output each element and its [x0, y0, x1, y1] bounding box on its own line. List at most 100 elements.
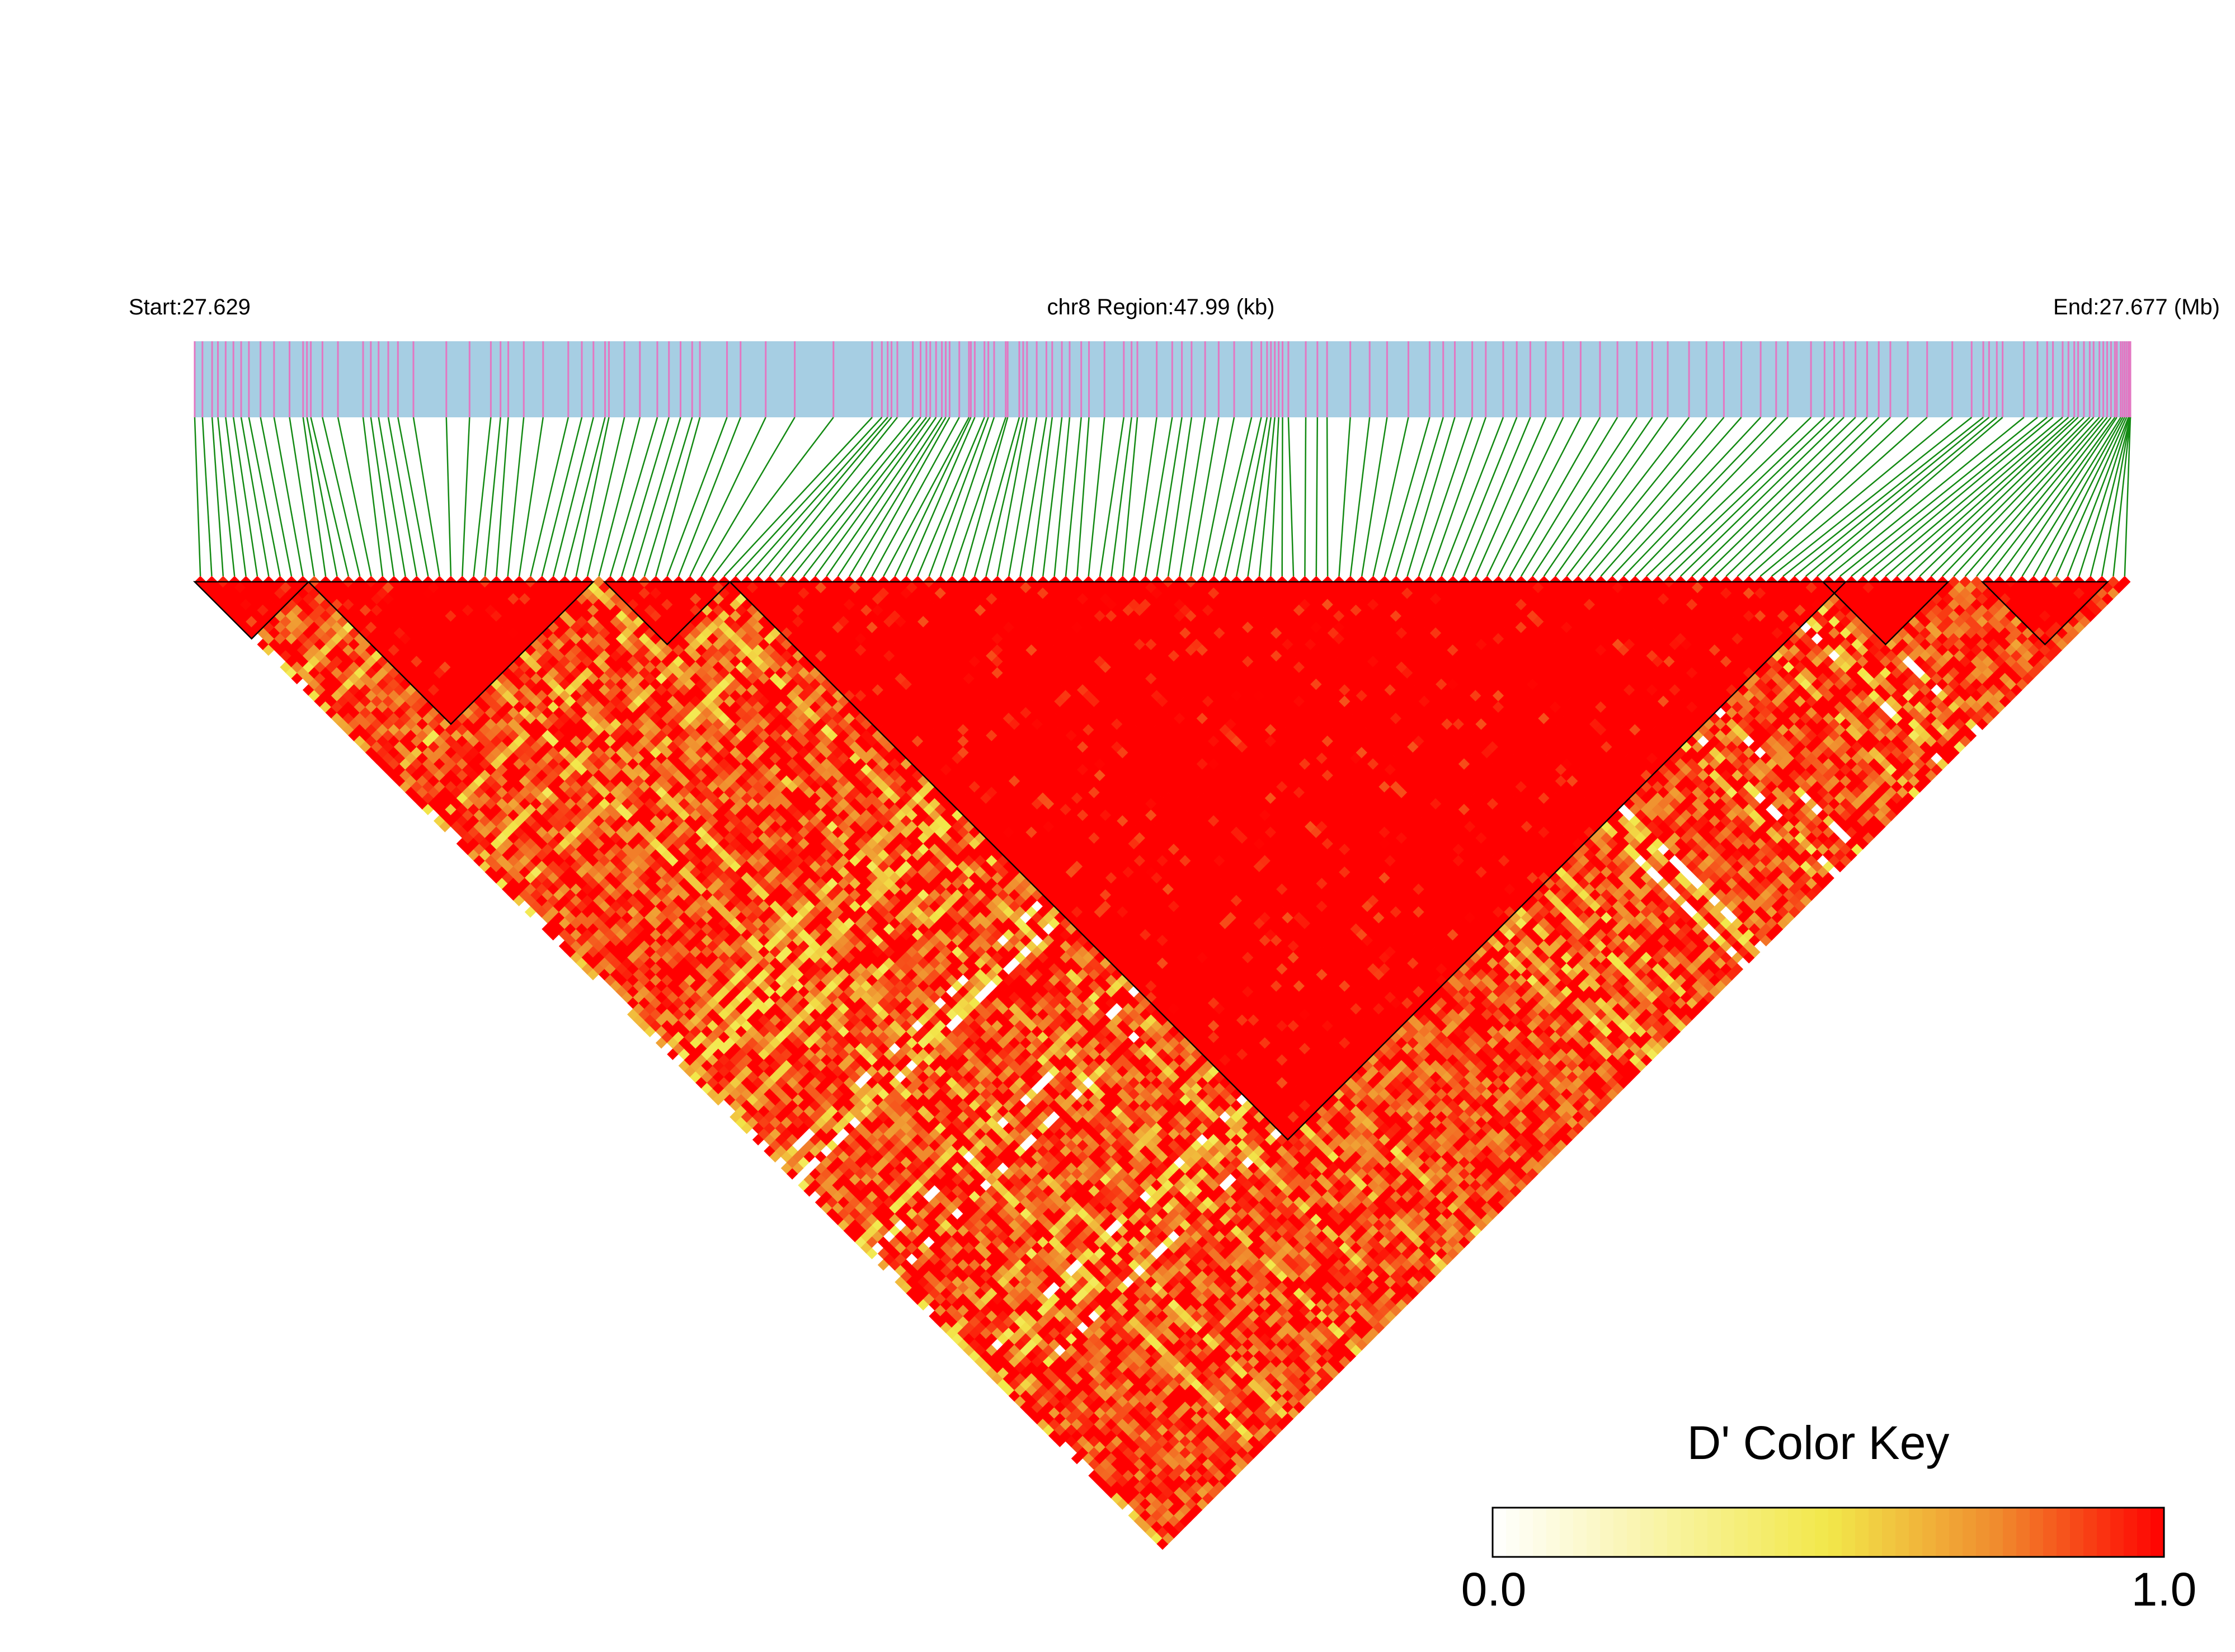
snp-connector	[1521, 417, 1618, 577]
snp-connector	[370, 417, 395, 577]
snp-connector	[518, 417, 544, 577]
snp-connector	[1839, 417, 2038, 577]
region-label: chr8 Region:47.99 (kb)	[1047, 295, 1275, 319]
snp-connector	[1384, 417, 1431, 577]
snp-connector	[1953, 417, 2100, 577]
snp-connector	[1145, 417, 1173, 577]
snp-connector	[2124, 417, 2132, 577]
snp-connector	[541, 417, 583, 577]
snp-connector	[2078, 417, 2130, 577]
snp-connector	[1885, 417, 2069, 577]
snp-connector	[837, 417, 943, 577]
snp-connector	[655, 417, 701, 577]
snp-connector	[1349, 417, 1371, 577]
snp-connector	[1555, 417, 1669, 577]
snp-connector	[1042, 417, 1063, 577]
snp-connector	[586, 417, 625, 577]
snp-connector	[962, 417, 1009, 577]
snp-connector	[1908, 417, 2079, 577]
snp-connector	[1851, 417, 2048, 577]
snp-connector	[1964, 417, 2104, 577]
snp-connector	[1623, 417, 1777, 577]
snp-connector	[507, 417, 525, 577]
snp-connector	[1418, 417, 1473, 577]
snp-ticks	[194, 341, 2132, 417]
snp-connector	[1794, 417, 1990, 577]
snp-connector	[1464, 417, 1531, 577]
snp-connector	[1668, 417, 1835, 577]
snp-connector	[609, 417, 658, 577]
snp-connector	[552, 417, 594, 577]
snp-connector	[2112, 417, 2132, 577]
snp-connector	[1088, 417, 1105, 577]
snp-connector	[1532, 417, 1638, 577]
snp-connector	[225, 417, 247, 577]
snp-connector	[1919, 417, 2085, 577]
snp-connector	[1874, 417, 2063, 577]
snp-connector	[1759, 417, 1953, 577]
snp-connector	[397, 417, 429, 577]
ld-cells	[194, 576, 2131, 1550]
gene-track	[194, 341, 2132, 417]
snp-connector	[1930, 417, 2091, 577]
snp-connector	[1315, 417, 1319, 577]
snp-connector	[905, 417, 976, 577]
snp-connector	[1600, 417, 1742, 577]
snp-connector	[723, 417, 873, 577]
snp-connector	[712, 417, 834, 577]
snp-connector	[194, 417, 201, 577]
start-label: Start:27.629	[129, 295, 251, 319]
snp-connector	[757, 417, 892, 577]
snp-connector	[1008, 417, 1038, 577]
snp-connector	[1065, 417, 1082, 577]
snp-connector	[677, 417, 741, 577]
snp-connector	[1486, 417, 1564, 577]
snp-connector	[412, 417, 440, 577]
snp-connector	[1076, 417, 1090, 577]
snp-connector	[1805, 417, 1998, 577]
snp-connector	[1053, 417, 1071, 577]
snp-connector	[1236, 417, 1268, 577]
snp-connector	[1406, 417, 1456, 577]
snp-connector	[1657, 417, 1825, 577]
snp-connector	[985, 417, 1024, 577]
snp-connector	[939, 417, 995, 577]
snp-connector	[621, 417, 670, 577]
snp-connector	[1942, 417, 2095, 577]
snp-connector	[232, 417, 258, 577]
snp-connector	[1133, 417, 1158, 577]
snp-connector	[362, 417, 384, 577]
snp-connector	[1782, 417, 1984, 577]
snp-connector	[530, 417, 569, 577]
snp-connector	[1702, 417, 1868, 577]
snp-connector	[666, 417, 728, 577]
snp-connector	[1748, 417, 1928, 577]
snp-connector	[1031, 417, 1053, 577]
snp-connector	[849, 417, 947, 577]
snp-connector	[1862, 417, 2054, 577]
snp-connector	[1612, 417, 1762, 577]
snp-connector	[643, 417, 693, 577]
snp-connector	[1737, 417, 1908, 577]
snp-connector	[1326, 417, 1329, 577]
snp-connector	[780, 417, 914, 577]
snp-connector	[1987, 417, 2112, 577]
snp-connector	[322, 417, 361, 577]
snp-connector	[484, 417, 501, 577]
snp-connector	[1452, 417, 1518, 577]
snp-connector	[211, 417, 224, 577]
snp-connector	[1714, 417, 1880, 577]
snp-connector	[1896, 417, 2075, 577]
snp-connector	[1258, 417, 1276, 577]
snp-connector	[462, 417, 470, 577]
snp-connector	[598, 417, 641, 577]
snp-connector	[700, 417, 796, 577]
snp-connector	[1224, 417, 1262, 577]
snp-connector	[1976, 417, 2108, 577]
end-label: End:27.677 (Mb)	[2053, 295, 2220, 319]
snp-connector	[1099, 417, 1125, 577]
snp-connector	[1019, 417, 1047, 577]
snp-connector	[769, 417, 898, 577]
snp-connector	[973, 417, 1020, 577]
